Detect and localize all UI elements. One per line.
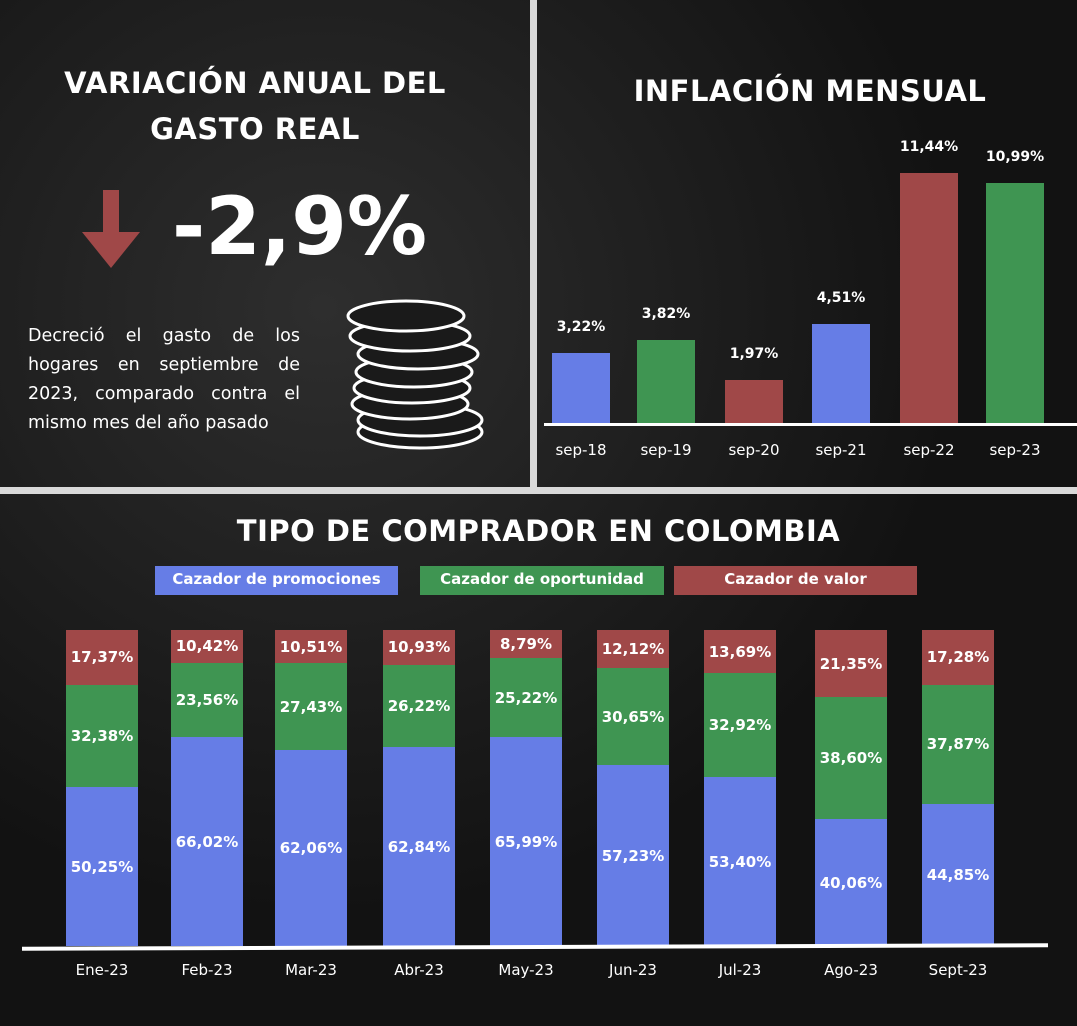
bar-segment-valor: 21,35%	[815, 630, 887, 698]
bar-segment-valor: 17,37%	[66, 630, 138, 685]
bar-segment-valor: 17,28%	[922, 630, 994, 685]
inflation-bar	[637, 339, 695, 423]
bar-segment-oportunidad: 37,87%	[922, 684, 994, 805]
buyer-x-label: Mar-23	[285, 961, 337, 979]
bar-segment-promociones: 50,25%	[66, 787, 138, 946]
inflation-x-label: sep-23	[989, 441, 1041, 459]
stacked-bar: 62,06% 27,43% 10,51%	[275, 630, 347, 946]
bar-segment-promociones: 66,02%	[171, 737, 243, 946]
bar-segment-promociones: 44,85%	[922, 804, 994, 946]
buyer-x-label: Ene-23	[75, 961, 129, 979]
bar-segment-valor: 13,69%	[704, 630, 776, 674]
inflation-x-label: sep-21	[815, 441, 867, 459]
bar-segment-oportunidad: 25,22%	[490, 657, 562, 738]
bar-segment-oportunidad: 32,38%	[66, 684, 138, 788]
bar-segment-oportunidad: 32,92%	[704, 673, 776, 778]
bar-segment-valor: 10,93%	[383, 630, 455, 665]
inflation-bar-label: 10,99%	[985, 148, 1045, 165]
bar-segment-oportunidad: 23,56%	[171, 662, 243, 738]
inflation-x-label: sep-19	[640, 441, 692, 459]
inflation-bar	[812, 324, 870, 423]
bar-segment-promociones: 65,99%	[490, 737, 562, 946]
buyer-x-label: Feb-23	[181, 961, 233, 979]
spending-title: VARIACIÓN ANUAL DEL GASTO REAL	[64, 66, 446, 146]
stacked-bar: 57,23% 30,65% 12,12%	[597, 630, 669, 946]
spending-description: Decreció el gasto de los hogares en sept…	[28, 326, 300, 433]
inflation-bar-label: 1,97%	[729, 345, 779, 362]
inflation-bar-label: 3,82%	[641, 305, 691, 322]
bar-segment-oportunidad: 27,43%	[275, 663, 347, 750]
stacked-bar: 62,84% 26,22% 10,93%	[383, 630, 455, 946]
spending-value: -2,9%	[172, 180, 428, 273]
stacked-bar: 44,85% 37,87% 17,28%	[922, 630, 994, 946]
bar-segment-promociones: 57,23%	[597, 765, 669, 946]
legend-valor: Cazador de valor	[674, 566, 917, 595]
bar-segment-promociones: 53,40%	[704, 777, 776, 946]
buyer-x-label: Ago-23	[824, 961, 878, 979]
inflation-bar-label: 4,51%	[816, 290, 866, 307]
bar-segment-oportunidad: 38,60%	[815, 697, 887, 820]
inflation-bar	[986, 182, 1044, 423]
buyer-x-label: Jul-23	[718, 961, 762, 979]
bar-segment-valor: 8,79%	[490, 630, 562, 658]
stacked-bar: 65,99% 25,22% 8,79%	[490, 630, 562, 946]
stacked-bar: 40,06% 38,60% 21,35%	[815, 630, 887, 946]
inflation-bar	[725, 379, 783, 423]
bar-segment-oportunidad: 30,65%	[597, 668, 669, 766]
bar-segment-promociones: 40,06%	[815, 819, 887, 946]
horizontal-divider	[0, 487, 1077, 494]
arrow-down-icon	[82, 190, 140, 268]
buyer-x-label: Abr-23	[394, 961, 444, 979]
vertical-divider	[530, 0, 537, 490]
buyer-x-label: May-23	[498, 961, 554, 979]
inflation-bar-label: 11,44%	[899, 139, 959, 155]
inflation-bar-label: 3,22%	[556, 318, 606, 335]
bar-segment-oportunidad: 26,22%	[383, 664, 455, 748]
legend-oportunidad: Cazador de oportunidad	[420, 566, 664, 595]
buyer-chart-title: TIPO DE COMPRADOR EN COLOMBIA	[236, 514, 841, 548]
bar-segment-valor: 10,51%	[275, 630, 347, 664]
bar-segment-valor: 10,42%	[171, 630, 243, 663]
inflation-x-label: sep-22	[903, 441, 955, 459]
inflation-x-label: sep-18	[555, 441, 607, 459]
inflation-bar	[900, 173, 958, 423]
inflation-bar	[552, 352, 610, 423]
stacked-bar: 53,40% 32,92% 13,69%	[704, 630, 776, 946]
legend-promociones: Cazador de promociones	[155, 566, 398, 595]
stacked-bar: 50,25% 32,38% 17,37%	[66, 630, 138, 946]
inflation-x-label: sep-20	[728, 441, 780, 459]
buyer-x-label: Jun-23	[609, 961, 657, 979]
inflation-x-axis	[544, 423, 1077, 426]
coins-icon	[346, 299, 484, 450]
bar-segment-promociones: 62,84%	[383, 747, 455, 946]
bar-segment-promociones: 62,06%	[275, 749, 347, 946]
buyer-x-label: Sept-23	[928, 961, 988, 979]
bar-segment-valor: 12,12%	[597, 630, 669, 669]
stacked-bar: 66,02% 23,56% 10,42%	[171, 630, 243, 946]
inflation-chart-title: INFLACIÓN MENSUAL	[633, 74, 987, 108]
